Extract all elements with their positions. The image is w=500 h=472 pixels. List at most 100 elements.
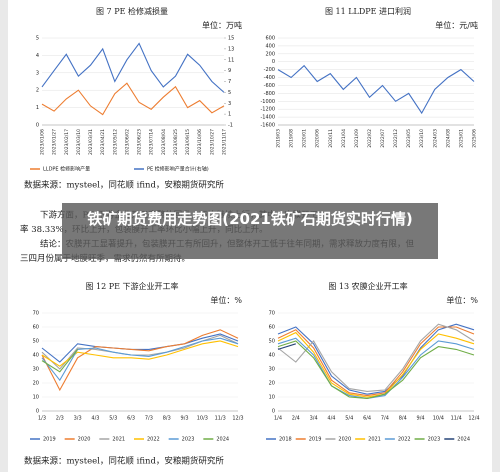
figure-title: 图 13 农膜企业开工率 xyxy=(328,281,407,291)
x-tick-label: 2020/06 xyxy=(315,129,321,148)
y-tick-label: -800 xyxy=(264,91,275,97)
y2-tick-label: 3 xyxy=(228,101,231,107)
x-tick-label: 2023/05 xyxy=(406,129,412,148)
x-tick-label: 2023/04/21 xyxy=(100,129,106,155)
legend-label: 2024 xyxy=(457,437,470,443)
x-tick-label: 6/3 xyxy=(127,416,135,422)
y-tick-label: 5 xyxy=(36,36,39,42)
x-tick-label: 5/4 xyxy=(345,416,353,422)
y-tick-label: 0 xyxy=(36,409,39,415)
source-note: 数据来源：mysteel，同花顺 ifind，安粮期货研究所 xyxy=(24,180,224,191)
figure-title: 图 12 PE 下游企业开工率 xyxy=(85,281,178,291)
x-tick-label: 2023/05/12 xyxy=(112,129,118,155)
series-line xyxy=(277,323,475,395)
x-tick-label: 2021/04 xyxy=(341,129,347,148)
y2-tick-label: 9 xyxy=(228,68,231,74)
x-tick-label: 8/4 xyxy=(399,416,407,422)
y-tick-label: -1000 xyxy=(260,99,275,105)
x-tick-label: 2019/08 xyxy=(289,129,295,148)
y-tick-label: 2 xyxy=(36,88,39,94)
y-tick-label: 4 xyxy=(36,53,39,59)
legend-label: 2019 xyxy=(309,437,322,443)
y2-tick-label: 13 xyxy=(228,46,234,52)
y2-tick-label: 1 xyxy=(228,112,231,118)
legend-label: PE 检修影响产量合计(右轴) xyxy=(147,166,209,173)
x-tick-label: 2023/08/25 xyxy=(173,129,179,155)
legend-label: 2024 xyxy=(216,437,229,443)
series-line xyxy=(277,337,475,399)
x-tick-label: 2023/01/06 xyxy=(40,129,46,155)
x-tick-label: 1/3 xyxy=(38,416,46,422)
x-tick-label: 4/3 xyxy=(91,416,99,422)
x-tick-label: 9/3 xyxy=(181,416,189,422)
x-tick-label: 2023/07/14 xyxy=(149,129,155,155)
y2-tick-label: 11 xyxy=(228,57,234,63)
legend-label: 2021 xyxy=(112,437,125,443)
x-tick-label: 2023/10/27 xyxy=(209,129,215,155)
x-tick-label: 10/4 xyxy=(433,416,444,422)
y2-tick-label: -1 xyxy=(228,123,233,129)
x-tick-label: 2022/07 xyxy=(380,129,386,148)
legend-label: 2019 xyxy=(43,437,56,443)
x-tick-label: 2023/11/17 xyxy=(222,129,228,155)
x-tick-label: 2019/03 xyxy=(276,129,282,148)
y-tick-label: 70 xyxy=(269,311,275,317)
y-tick-label: 40 xyxy=(33,353,39,359)
series-line xyxy=(41,333,239,363)
y-tick-label: -400 xyxy=(264,75,275,81)
legend-label: LLDPE 检修影响产量 xyxy=(43,166,90,173)
unit-label: 单位：% xyxy=(210,295,242,305)
legend-label: 2020 xyxy=(338,437,351,443)
y-tick-label: -1400 xyxy=(260,115,275,121)
x-tick-label: 2024/08 xyxy=(445,129,451,148)
series-line xyxy=(41,329,239,392)
y-tick-label: 1 xyxy=(36,105,39,111)
x-tick-label: 7/4 xyxy=(381,416,389,422)
legend-label: 2023 xyxy=(182,437,195,443)
series-line xyxy=(277,340,475,399)
x-tick-label: 12/4 xyxy=(468,416,479,422)
y-tick-label: 0 xyxy=(272,409,275,415)
x-tick-label: 2/4 xyxy=(292,416,300,422)
x-tick-label: 2025/01 xyxy=(458,129,464,148)
y-tick-label: -200 xyxy=(264,67,275,73)
y-tick-label: 60 xyxy=(269,325,275,331)
series-line xyxy=(41,82,225,116)
figure-title: 图 11 LLDPE 进口利润 xyxy=(325,6,411,16)
x-tick-label: 2025/06 xyxy=(472,129,478,148)
legend-label: 2018 xyxy=(279,437,292,443)
series-line xyxy=(277,64,475,115)
x-tick-label: 2022/02 xyxy=(367,129,373,148)
series-line xyxy=(41,349,79,373)
y-tick-label: 600 xyxy=(265,36,275,42)
x-tick-label: 6/4 xyxy=(363,416,371,422)
x-tick-label: 9/4 xyxy=(417,416,425,422)
x-tick-label: 12/3 xyxy=(232,416,243,422)
x-tick-label: 2/3 xyxy=(56,416,64,422)
x-tick-label: 2021/09 xyxy=(354,129,360,148)
y-tick-label: 20 xyxy=(33,381,39,387)
x-tick-label: 7/3 xyxy=(145,416,153,422)
x-tick-label: 10/3 xyxy=(197,416,208,422)
x-tick-label: 2022/12 xyxy=(393,129,399,148)
legend-label: 2021 xyxy=(368,437,381,443)
y-tick-label: 30 xyxy=(33,367,39,373)
y-tick-label: -600 xyxy=(264,83,275,89)
y2-tick-label: 15 xyxy=(228,36,234,42)
figure-title: 图 7 PE 检修减损量 xyxy=(96,6,168,16)
x-tick-label: 11/3 xyxy=(215,416,226,422)
x-tick-label: 3/3 xyxy=(74,416,82,422)
x-tick-label: 2023/10 xyxy=(419,129,425,148)
x-tick-label: 5/3 xyxy=(109,416,117,422)
y-tick-label: 10 xyxy=(269,395,275,401)
y-tick-label: 400 xyxy=(265,43,275,49)
y-tick-label: 200 xyxy=(265,51,275,57)
series-line xyxy=(277,323,475,392)
y-tick-label: 60 xyxy=(33,325,39,331)
x-tick-label: 4/4 xyxy=(327,416,335,422)
x-tick-label: 2023/03/10 xyxy=(76,129,82,155)
x-tick-label: 2023/06/23 xyxy=(137,129,143,155)
legend-label: 2023 xyxy=(428,437,441,443)
y-tick-label: 50 xyxy=(269,339,275,345)
